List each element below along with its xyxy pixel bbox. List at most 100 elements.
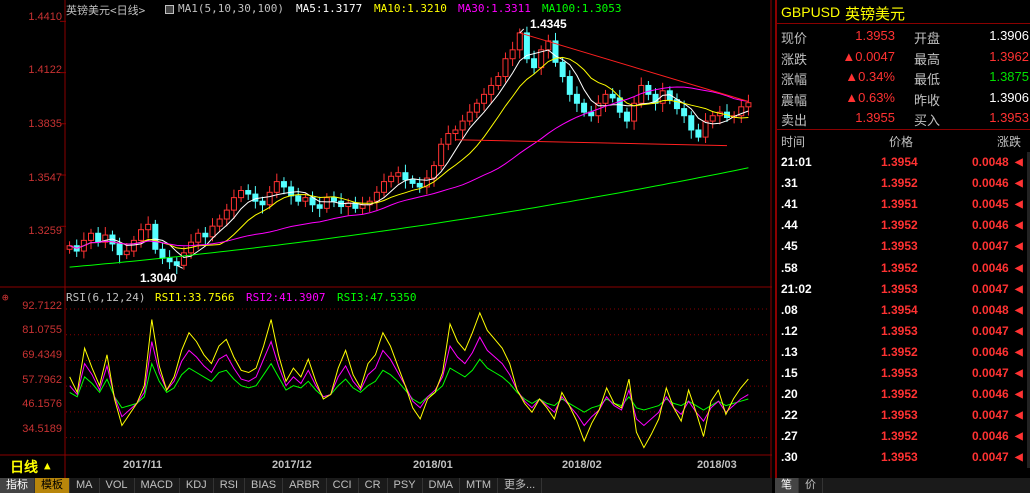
candle-body [259,200,266,206]
high-pointer [519,28,525,34]
candle-body [495,76,502,86]
tick-marker-icon: ◀ [1015,410,1023,422]
period-label[interactable]: 日线 [10,459,38,475]
tick-price: 1.3953 [881,366,918,380]
indicator-tab-4[interactable]: MACD [135,478,180,493]
candle-body [330,197,337,202]
indicator-tab-12[interactable]: DMA [423,478,460,493]
candle-body [209,225,216,238]
indicator-tab-10[interactable]: CR [359,478,388,493]
low-pointer [176,264,183,269]
tick-time: .15 [781,366,798,380]
quote-tab-0[interactable]: 笔 [775,478,799,493]
indicator-tab-5[interactable]: KDJ [180,478,214,493]
candle-body [459,120,466,131]
tick-row: .12 1.3953 0.0047 ◀ [777,321,1030,342]
tick-marker-icon: ◀ [1015,178,1023,190]
tick-time: .44 [781,218,798,233]
rsi2-value: RSI2:41.3907 [246,291,326,304]
quote-l2: 昨收 [914,92,941,108]
candle-body [395,172,402,177]
quote-v1: ▲0.63% [845,89,895,105]
indicator-tab-7[interactable]: BIAS [245,478,284,493]
chart-area[interactable]: 英镑美元<日线> MA1(5,10,30,100) MA5:1.3177 MA1… [0,0,772,478]
candle-body [702,120,709,138]
candle-body [216,218,223,227]
quote-name: 英镑美元 [845,6,906,23]
rsi-tick-5: 46.1576 [22,398,62,410]
tick-row: .13 1.3952 0.0046 ◀ [777,342,1030,363]
period-arrow-icon[interactable]: ▲ [44,459,51,472]
tick-change: 0.0046 [972,429,1009,444]
candle-body [145,223,152,231]
tick-change: 0.0046 [972,344,1009,359]
tick-time: .20 [781,387,798,402]
tick-marker-icon: ◀ [1015,431,1023,443]
candle-body [116,243,123,256]
candle-body [623,111,630,122]
tick-row: .08 1.3954 0.0048 ◀ [777,300,1030,321]
candle-body [159,248,166,259]
quote-title: GBPUSD 英镑美元 [777,0,1030,24]
indicator-tab-3[interactable]: VOL [100,478,135,493]
candle-body [502,58,509,78]
tick-change: 0.0047 [972,366,1009,380]
candle-body [709,115,716,122]
price-chart[interactable] [0,0,772,478]
candle-body [631,102,638,122]
quote-tab-1[interactable]: 价 [799,478,823,493]
quote-row: 震幅 ▲0.63% 昨收 1.3906 [781,88,1029,109]
tick-row: .41 1.3951 0.0045 ◀ [777,194,1030,215]
indicator-tab-11[interactable]: PSY [388,478,423,493]
candle-body [138,229,145,241]
rsi-collapse-icon[interactable]: ⊕ [2,291,9,304]
indicator-tab-13[interactable]: MTM [460,478,499,493]
candle-body [130,239,137,252]
indicator-tab-6[interactable]: RSI [214,478,246,493]
indicator-tab-14[interactable]: 更多... [498,478,543,493]
candle-body [488,84,495,95]
indicator-tab-1[interactable]: 模板 [35,478,70,493]
candle-body [509,49,516,60]
candle-body [266,191,273,206]
indicator-tab-9[interactable]: CCI [327,478,359,493]
tick-time: .08 [781,302,798,317]
date-tick-5: 2018/03 [697,459,737,471]
quote-l1: 涨跌 [781,51,808,67]
candle-body [88,232,95,241]
rsi-tick-2: 81.0755 [22,324,62,336]
candle-body [409,179,416,184]
tick-change: 0.0047 [972,323,1009,338]
candle-body [695,129,702,138]
tick-change: 0.0048 [972,302,1009,317]
indicator-tab-8[interactable]: ARBR [283,478,327,493]
candle-body [245,190,252,195]
candle-body [180,252,187,266]
candle-body [280,181,287,188]
tick-time: 21:01 [781,155,812,169]
candle-body [123,250,130,256]
ticks-scrollbar[interactable] [1027,152,1030,468]
indicator-tab-0[interactable]: 指标 [0,478,35,493]
tick-marker-icon: ◀ [1015,452,1023,464]
ma-settings-icon[interactable] [165,2,174,15]
indicator-tab-2[interactable]: MA [70,478,100,493]
indicator-tabbar: 指标 模板 MA VOL MACD KDJ RSI BIAS ARBR CCI CR PSY DMA MT… [0,478,772,493]
candle-body [523,32,530,60]
candle-body [581,102,588,113]
high-annotation: 1.4345 [530,17,567,31]
tick-price: 1.3953 [881,450,918,465]
tick-change: 0.0045 [972,197,1009,212]
candle-body [516,32,523,51]
rsi3-value: RSI3:47.5350 [337,291,417,304]
candle-body [388,175,395,183]
tick-time: .58 [781,260,798,275]
tick-change: 0.0048 [972,155,1009,169]
quote-v1: 1.3955 [855,110,895,125]
candle-body [316,204,323,209]
candle-body [416,182,423,188]
low-annotation: 1.3040 [140,271,177,285]
quote-v2: 1.3953 [989,110,1029,125]
tick-time: 21:02 [781,281,812,296]
tick-price: 1.3951 [881,197,918,212]
